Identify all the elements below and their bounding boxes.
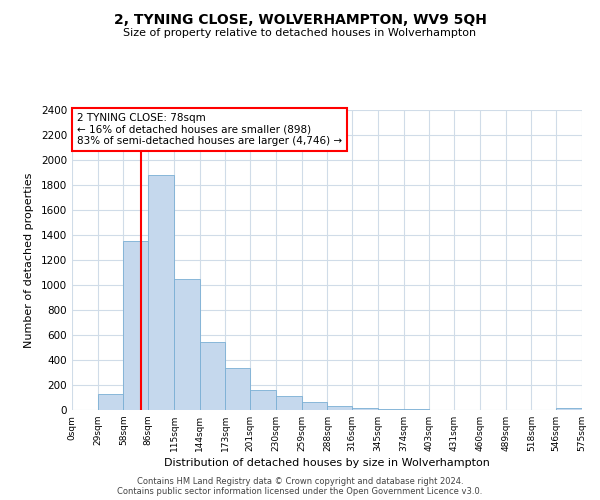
Y-axis label: Number of detached properties: Number of detached properties [24, 172, 34, 348]
Bar [302, 402, 328, 410]
X-axis label: Distribution of detached houses by size in Wolverhampton: Distribution of detached houses by size … [164, 458, 490, 468]
Bar [200, 342, 226, 410]
Text: Size of property relative to detached houses in Wolverhampton: Size of property relative to detached ho… [124, 28, 476, 38]
Bar [556, 408, 582, 410]
Bar [250, 390, 276, 410]
Bar [328, 406, 352, 410]
Bar [226, 368, 250, 410]
Bar [174, 280, 200, 410]
Text: Contains HM Land Registry data © Crown copyright and database right 2024.: Contains HM Land Registry data © Crown c… [137, 478, 463, 486]
Text: 2, TYNING CLOSE, WOLVERHAMPTON, WV9 5QH: 2, TYNING CLOSE, WOLVERHAMPTON, WV9 5QH [113, 12, 487, 26]
Bar [352, 408, 378, 410]
Text: Contains public sector information licensed under the Open Government Licence v3: Contains public sector information licen… [118, 488, 482, 496]
Text: 2 TYNING CLOSE: 78sqm
← 16% of detached houses are smaller (898)
83% of semi-det: 2 TYNING CLOSE: 78sqm ← 16% of detached … [77, 113, 342, 146]
Bar [276, 396, 302, 410]
Bar [98, 394, 124, 410]
Bar [378, 409, 404, 410]
Bar [124, 242, 148, 410]
Bar [148, 175, 174, 410]
